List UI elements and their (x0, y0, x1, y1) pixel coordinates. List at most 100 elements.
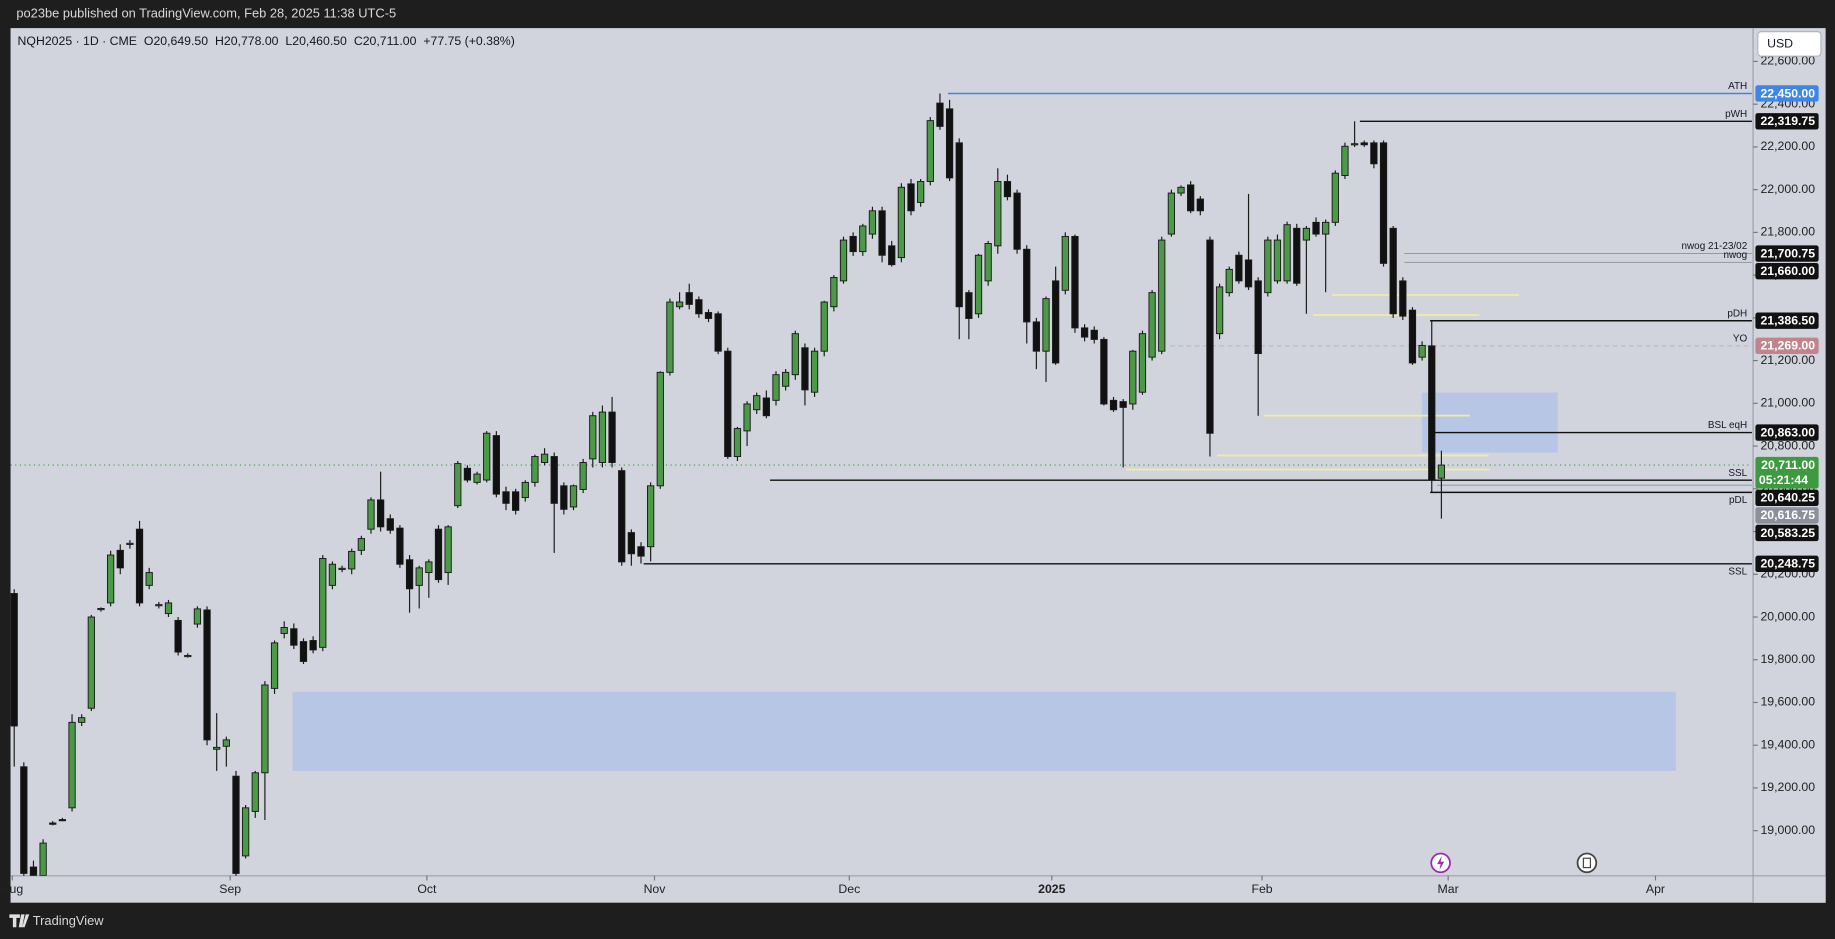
candle-body (29, 866, 38, 876)
event-icon[interactable] (1576, 852, 1598, 874)
candle-body (39, 842, 47, 876)
candle-body (338, 567, 346, 570)
price-tag-label: 21,386.50 (1760, 314, 1815, 328)
candle-body (791, 333, 799, 376)
level-name: YO (1733, 333, 1748, 344)
candle-body (270, 642, 279, 689)
candle-body (1244, 259, 1253, 288)
candle-body (1264, 239, 1272, 294)
candle-body (724, 350, 732, 458)
candle-body (193, 608, 202, 625)
candle-body (1399, 280, 1407, 317)
candle-body (1100, 338, 1108, 405)
candle-body (598, 411, 607, 463)
candle-body (116, 549, 124, 569)
candle-body (1322, 221, 1330, 235)
candle-body (357, 538, 365, 551)
y-tick-label: 19,400.00 (1760, 737, 1815, 751)
candle-body (878, 210, 886, 256)
level-name: pWH (1725, 109, 1747, 120)
candle-body (666, 301, 674, 373)
candle-body (1109, 399, 1118, 411)
legend-open: O20,649.50 (144, 34, 208, 48)
level-name: ATH (1728, 81, 1747, 92)
candle-body (203, 609, 211, 741)
candle-body (569, 485, 578, 508)
candle-body (695, 299, 703, 315)
candle-body (810, 350, 819, 393)
candle-body (1187, 184, 1195, 212)
candle-body (425, 561, 433, 574)
y-tick-label: 21,800.00 (1760, 225, 1815, 239)
x-tick-label: Oct (417, 882, 437, 896)
candle-body (531, 456, 539, 483)
candle-body (1437, 464, 1446, 479)
candle-body (164, 602, 173, 615)
candle-body (1167, 192, 1176, 235)
candle-body (1138, 333, 1147, 393)
price-tag-label: 20,711.00 (1761, 458, 1815, 472)
level-name: BSL eqH (1708, 420, 1747, 431)
candle-body (839, 239, 848, 282)
candle-body (444, 526, 452, 574)
countdown: 05:21:44 (1759, 473, 1808, 487)
candle-body (261, 684, 269, 774)
candle-body (550, 456, 558, 504)
candle-body (1379, 142, 1388, 264)
price-tags: 22,450.00 22,319.75 21,700.75 21,660.00 21,3… (1755, 85, 1819, 573)
price-tag (1755, 524, 1819, 542)
legend: NQH2025 · 1D · CME O20,649.50 H20,778.00… (18, 34, 515, 48)
y-tick-label: 22,200.00 (1760, 139, 1815, 153)
candle-body (1013, 192, 1021, 250)
candle-body (1225, 268, 1233, 294)
candle-body (454, 463, 462, 507)
price-tag (1755, 337, 1819, 355)
candle-body (820, 301, 828, 352)
price-tag-label: 21,660.00 (1760, 264, 1815, 278)
y-tick-label: 20,800.00 (1760, 438, 1815, 452)
legend-change: +77.75 (+0.38%) (423, 34, 514, 48)
legend-symbol: NQH2025 · 1D · CME (18, 34, 137, 48)
candle-body (1408, 309, 1417, 364)
price-tag-label: 21,269.00 (1760, 339, 1815, 353)
candle-body (1293, 227, 1301, 284)
candle-body (521, 481, 529, 499)
price-tag (1755, 262, 1819, 280)
candle-body (753, 395, 761, 411)
y-tick-label: 21,200.00 (1760, 353, 1815, 367)
price-tag (1755, 424, 1819, 441)
candle-body (926, 120, 934, 182)
candle-body (540, 453, 549, 463)
x-tick-label: Sep (219, 882, 241, 896)
candle-body (1370, 142, 1378, 165)
legend-close: C20,711.00 (354, 34, 417, 48)
candle-body (1428, 345, 1436, 481)
currency-box[interactable] (1757, 31, 1822, 57)
candle-body (782, 371, 790, 387)
candle-body (290, 628, 298, 646)
y-tick-label: 19,200.00 (1760, 780, 1815, 794)
y-tick-label: 22,600.00 (1760, 54, 1815, 68)
candle-body (155, 604, 163, 607)
candle-body (126, 542, 134, 545)
candle-body (492, 435, 500, 495)
candle-body (675, 301, 684, 308)
candle-body (222, 739, 230, 747)
hourglass (1582, 857, 1591, 869)
candle-body (627, 532, 635, 555)
candle-body (20, 766, 28, 874)
candle-body (232, 775, 240, 874)
zones (292, 392, 1676, 771)
candle-body (241, 807, 250, 857)
brand: TradingView (33, 913, 104, 928)
price-tag-label: 22,450.00 (1760, 86, 1815, 100)
candle-body (1177, 186, 1185, 194)
candle-body (502, 491, 510, 504)
x-tick-label: Mar (1438, 882, 1459, 896)
candle-body (10, 593, 18, 727)
y-tick-label: 20,000.00 (1760, 609, 1815, 623)
y-tick-label: 22,000.00 (1760, 182, 1815, 196)
candle-body (589, 415, 597, 460)
